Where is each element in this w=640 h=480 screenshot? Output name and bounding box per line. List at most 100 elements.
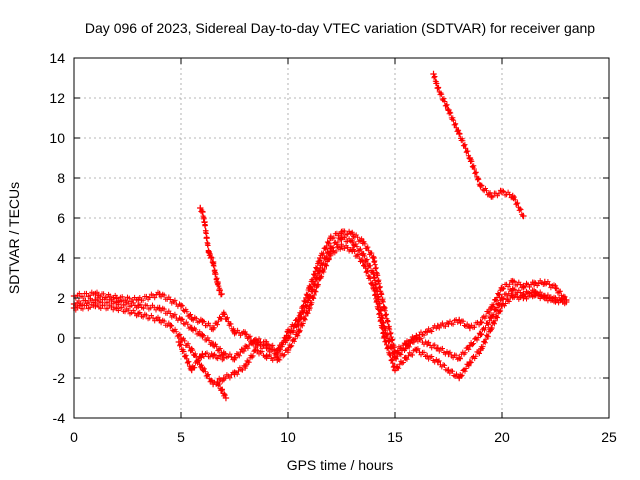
- data-point-marker: [177, 316, 185, 324]
- data-point-marker: [167, 322, 174, 330]
- y-tick-label: -2: [53, 370, 66, 386]
- data-point-marker: [349, 238, 356, 246]
- data-point-marker: [541, 278, 548, 286]
- data-point-marker: [188, 346, 195, 354]
- data-point-marker: [466, 154, 474, 162]
- data-point-marker: [295, 318, 302, 326]
- x-tick-label: 15: [387, 429, 403, 445]
- data-point-marker: [456, 354, 463, 362]
- y-tick-label: 2: [57, 290, 65, 306]
- data-point-marker: [466, 324, 474, 332]
- data-point-marker: [509, 292, 516, 300]
- y-tick-label: 14: [49, 50, 65, 66]
- data-point-marker: [509, 286, 516, 294]
- data-point-marker: [188, 324, 195, 332]
- data-point-marker: [188, 366, 195, 374]
- x-tick-label: 10: [280, 429, 296, 445]
- y-tick-label: 8: [57, 170, 65, 186]
- y-tick-label: 4: [57, 250, 65, 266]
- data-point-marker: [199, 350, 206, 358]
- data-point-marker: [466, 342, 474, 350]
- data-point-marker: [413, 346, 420, 354]
- data-point-marker: [370, 254, 377, 262]
- data-point-marker: [218, 386, 225, 394]
- data-point-marker: [242, 362, 249, 370]
- y-tick-label: 6: [57, 210, 65, 226]
- data-point-marker: [359, 250, 367, 258]
- data-point-marker: [563, 296, 570, 304]
- data-point-marker: [541, 294, 548, 302]
- data-point-marker: [520, 212, 527, 220]
- data-point-marker: [498, 302, 506, 310]
- series-track-g: [214, 378, 230, 402]
- data-point-marker: [391, 366, 399, 374]
- data-point-marker: [370, 284, 377, 292]
- data-point-marker: [338, 242, 345, 250]
- data-point-marker: [242, 330, 249, 338]
- data-point-marker: [218, 290, 225, 298]
- data-point-marker: [92, 290, 99, 298]
- data-point-marker: [156, 290, 163, 298]
- data-point-marker: [199, 332, 206, 340]
- data-point-marker: [199, 208, 206, 216]
- data-point-marker: [220, 374, 227, 382]
- data-point-marker: [92, 296, 99, 304]
- data-point-marker: [402, 344, 409, 352]
- data-point-marker: [209, 352, 217, 360]
- data-point-marker: [456, 374, 463, 382]
- data-point-marker: [552, 296, 559, 304]
- data-point-marker: [466, 358, 474, 366]
- data-point-marker: [205, 248, 213, 256]
- data-point-marker: [220, 354, 227, 362]
- data-point-marker: [214, 378, 221, 386]
- data-point-marker: [445, 320, 452, 328]
- data-point-marker: [135, 302, 142, 310]
- data-point-marker: [306, 304, 313, 312]
- data-point-marker: [498, 188, 506, 196]
- data-point-marker: [274, 356, 281, 364]
- y-tick-label: 0: [57, 330, 65, 346]
- data-point-marker: [252, 336, 260, 344]
- data-point-marker: [402, 354, 409, 362]
- data-point-marker: [530, 280, 538, 288]
- data-point-marker: [209, 324, 217, 332]
- y-axis-label: SDTVAR / TECUs: [6, 182, 22, 294]
- data-point-marker: [209, 380, 217, 388]
- data-point-marker: [175, 338, 183, 346]
- data-point-marker: [434, 358, 441, 366]
- data-point-marker: [381, 334, 388, 342]
- x-tick-label: 25: [601, 429, 617, 445]
- data-point-marker: [423, 352, 431, 360]
- data-point-marker: [220, 310, 227, 318]
- data-point-marker: [509, 278, 516, 286]
- x-tick-label: 0: [70, 429, 78, 445]
- data-point-marker: [477, 330, 484, 338]
- data-point-marker: [252, 346, 260, 354]
- x-tick-label: 5: [177, 429, 185, 445]
- data-point-marker: [327, 244, 334, 252]
- plot-frame: [73, 57, 610, 419]
- series-track-e: [197, 204, 225, 298]
- data-point-marker: [231, 354, 238, 362]
- data-point-marker: [113, 298, 120, 306]
- data-point-marker: [295, 328, 302, 336]
- data-marks: [70, 70, 570, 402]
- data-point-marker: [423, 328, 431, 336]
- data-point-marker: [338, 234, 345, 242]
- data-point-marker: [263, 352, 270, 360]
- y-tick-label: 10: [49, 130, 65, 146]
- data-point-marker: [498, 284, 506, 292]
- data-point-marker: [214, 278, 221, 286]
- data-point-marker: [222, 394, 230, 402]
- data-point-marker: [477, 346, 484, 354]
- series-track-d: [175, 338, 227, 374]
- data-point-marker: [201, 218, 208, 226]
- data-point-marker: [327, 234, 334, 242]
- data-point-marker: [188, 314, 195, 322]
- data-point-marker: [316, 264, 324, 272]
- data-point-marker: [456, 130, 463, 138]
- data-point-marker: [327, 250, 334, 258]
- x-tick-label: 20: [494, 429, 510, 445]
- x-axis-label: GPS time / hours: [287, 457, 394, 473]
